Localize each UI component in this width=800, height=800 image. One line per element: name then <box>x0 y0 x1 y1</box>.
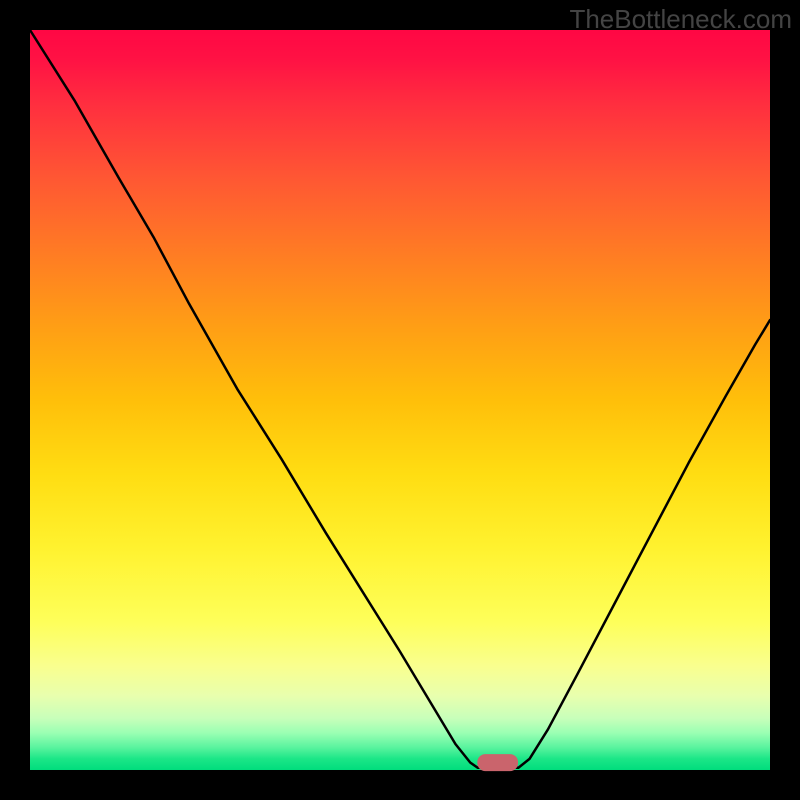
watermark-text: TheBottleneck.com <box>569 4 792 35</box>
optimal-marker <box>477 754 518 771</box>
bottleneck-curve <box>30 30 770 768</box>
curve-overlay <box>30 30 770 770</box>
chart-frame: TheBottleneck.com <box>0 0 800 800</box>
